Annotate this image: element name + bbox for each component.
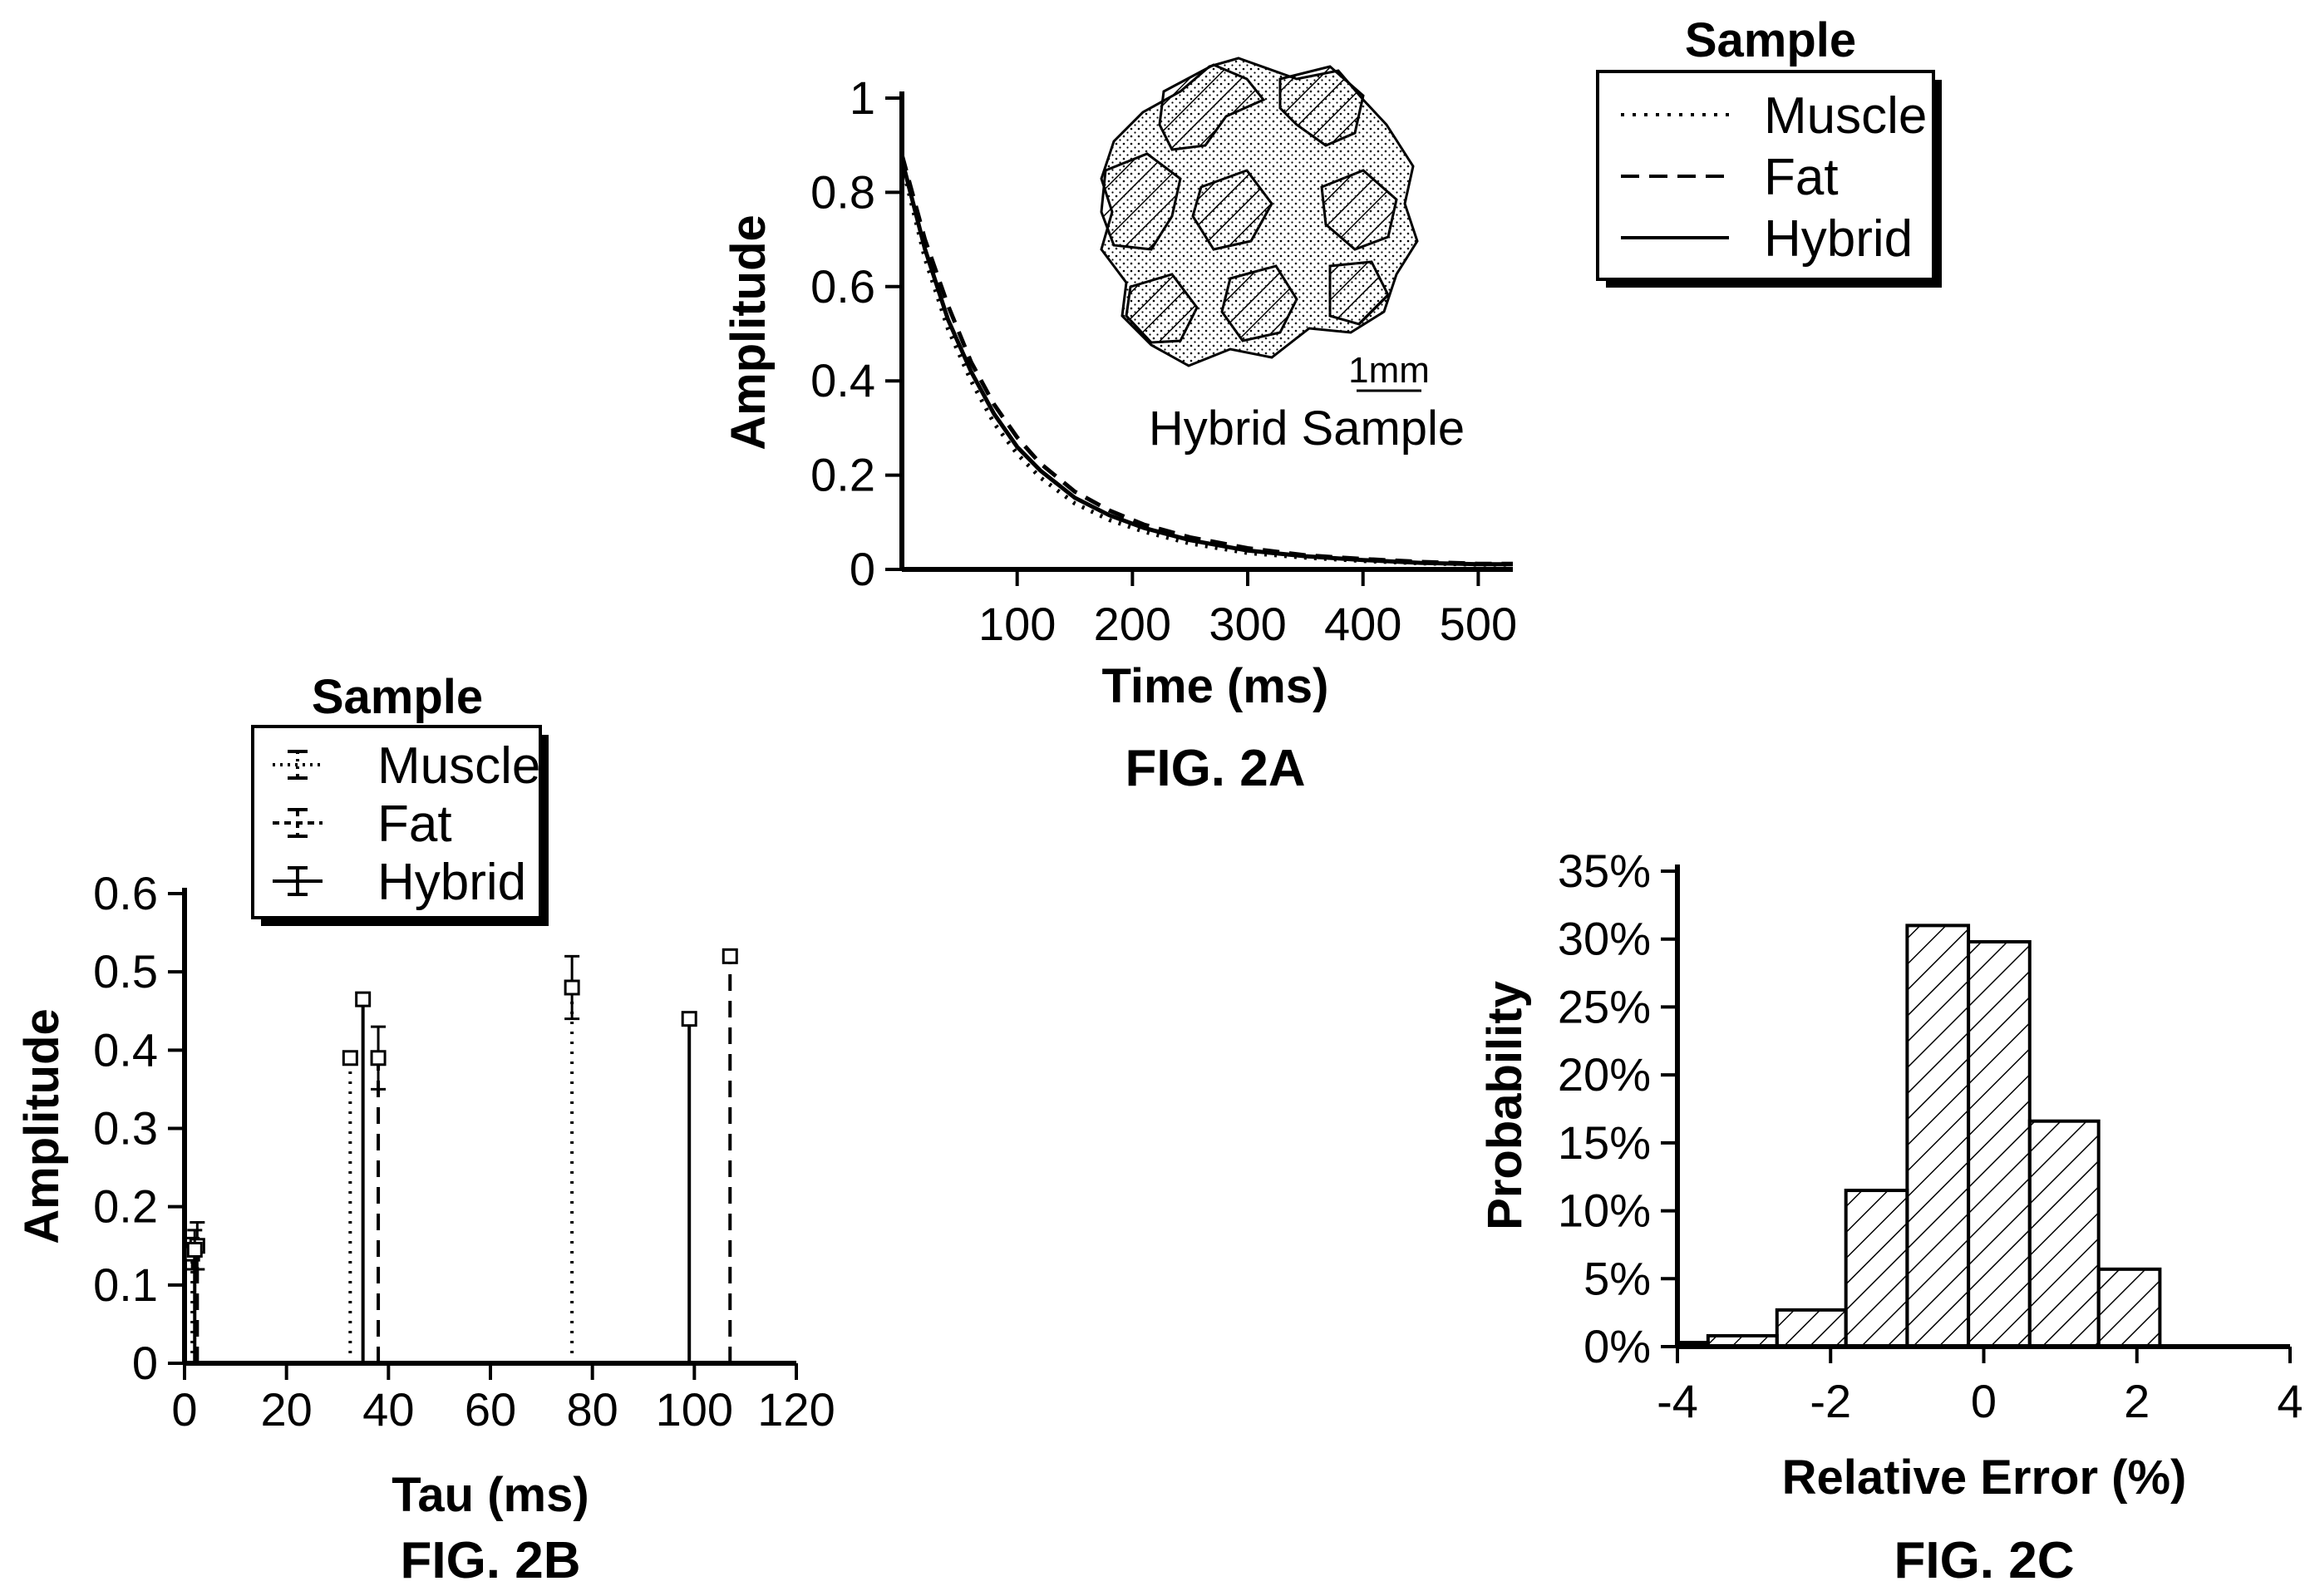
- fig-2b-x-tick-label: 60: [465, 1383, 516, 1436]
- fig-2b-x-tick-label: 0: [171, 1383, 197, 1436]
- fig-2b-y-tick-label: 0.2: [93, 1180, 158, 1233]
- inset-muscle-region-8: [1328, 260, 1390, 326]
- fig-2b-legend-label-hybrid: Hybrid: [377, 854, 526, 911]
- fig-2b-y-tick-label: 0.4: [93, 1023, 158, 1076]
- fig-2a-y-tick-label: 1: [850, 71, 875, 124]
- fig-2a-y-tick-label: 0: [850, 543, 875, 595]
- fig-2c-y-tick-label: 15%: [1558, 1116, 1651, 1169]
- fig-2c-x-tick-label: 0: [1971, 1375, 1997, 1427]
- fig-2a-y-axis-title: Amplitude: [722, 214, 776, 451]
- fig-2a-series: [899, 154, 1513, 567]
- inset-muscle-region-5: [1320, 169, 1398, 251]
- fig-2c-label: FIG. 2C: [1894, 1532, 2074, 1589]
- fig-2a-label: FIG. 2A: [1125, 740, 1305, 797]
- fig-2a-y-tick-label: 0.4: [810, 354, 875, 406]
- fig-2a-series-line-hybrid: [899, 159, 1513, 567]
- fig-2a-legend-title: Sample: [1685, 13, 1856, 67]
- fig-2a-legend-label-muscle: Muscle: [1764, 87, 1927, 145]
- fig-2b-y-tick-label: 0.5: [93, 945, 158, 998]
- fig-2b-legend-label-fat: Fat: [377, 796, 452, 853]
- fig-2c-histogram-bar: [1775, 1308, 1848, 1348]
- fig-2b-legend: Sample Muscle Fat Hybrid: [251, 670, 549, 926]
- inset-caption: Hybrid Sample: [1149, 401, 1465, 456]
- fig-2c-y-tick-label: 25%: [1558, 980, 1651, 1032]
- fig-2b-data-point-hybrid: [681, 1011, 697, 1027]
- fig-2c-y-tick-label: 10%: [1558, 1185, 1651, 1237]
- fig-2a-axes: 100 200 300 400 500 0 0.2 0.4 0.6 0.8 1: [810, 71, 1517, 650]
- fig-2a-x-tick-label: 300: [1209, 598, 1286, 650]
- hybrid-sample-illustration: 1mm Hybrid Sample: [1100, 57, 1465, 456]
- fig-2b-data-point-muscle: [342, 1050, 358, 1066]
- fig-2b-data-point-fat: [722, 948, 738, 964]
- fig-2c-y-tick-label: 20%: [1558, 1048, 1651, 1101]
- fig-2a-y-tick-label: 0.6: [810, 260, 875, 313]
- fig-2a-legend-label-hybrid: Hybrid: [1764, 210, 1913, 268]
- fig-2c-x-tick-label: 2: [2124, 1375, 2150, 1427]
- fig-2c-x-tick-label: -4: [1657, 1375, 1698, 1427]
- fig-2b-series: [184, 948, 738, 1363]
- fig-2a-x-tick-label: 200: [1094, 598, 1171, 650]
- fig-2c-axes: -4 -2 0 2 4 0% 5% 10% 15% 20% 25% 30% 35%: [1558, 845, 2303, 1427]
- fig-2b-legend-label-muscle: Muscle: [377, 737, 540, 795]
- fig-2b-y-axis-title: Amplitude: [15, 1008, 69, 1244]
- chart-fig-2c: -4 -2 0 2 4 0% 5% 10% 15% 20% 25% 30% 35% Relative E…: [1478, 845, 2303, 1589]
- fig-2c-y-tick-label: 30%: [1558, 913, 1651, 965]
- fig-2b-x-tick-label: 120: [757, 1383, 835, 1436]
- fig-2a-legend: Sample Muscle Fat Hybrid: [1596, 13, 1942, 288]
- fig-2b-data-point-fat: [370, 1050, 387, 1066]
- fig-2c-y-tick-label: 5%: [1584, 1252, 1651, 1304]
- fig-2b-x-tick-label: 40: [362, 1383, 414, 1436]
- fig-2b-y-tick-label: 0.6: [93, 867, 158, 919]
- fig-2c-histogram-bar: [1967, 939, 2032, 1349]
- fig-2b-x-tick-label: 100: [656, 1383, 733, 1436]
- fig-2c-x-axis-title: Relative Error (%): [1782, 1451, 2187, 1505]
- fig-2a-x-axis-title: Time (ms): [1102, 659, 1329, 713]
- fig-2b-y-tick-label: 0.1: [93, 1259, 158, 1311]
- fig-2b-legend-swatches: [273, 750, 323, 896]
- inset-muscle-region-4: [1191, 169, 1273, 251]
- fig-2b-x-axis-title: Tau (ms): [392, 1468, 589, 1522]
- inset-muscle-region-2: [1278, 65, 1365, 147]
- fig-2a-x-tick-label: 500: [1440, 598, 1517, 650]
- fig-2a-y-tick-label: 0.8: [810, 165, 875, 218]
- fig-2b-y-tick-label: 0.3: [93, 1102, 158, 1155]
- fig-2c-y-axis-title: Probability: [1478, 981, 1532, 1230]
- fig-2a-x-tick-label: 400: [1324, 598, 1401, 650]
- fig-2b-data-point-hybrid: [186, 1241, 203, 1258]
- inset-scale-label: 1mm: [1348, 350, 1430, 391]
- fig-2a-legend-label-fat: Fat: [1764, 149, 1839, 206]
- fig-2c-histogram-bar: [1905, 924, 1971, 1349]
- inset-muscle-region-7: [1220, 264, 1298, 342]
- fig-2b-label: FIG. 2B: [400, 1532, 580, 1589]
- inset-muscle-region-1: [1158, 63, 1266, 151]
- fig-2b-data-point-muscle: [564, 979, 580, 996]
- fig-2c-bars: [1676, 924, 2162, 1349]
- fig-2b-legend-title: Sample: [312, 670, 483, 724]
- fig-2b-axes: 0 20 40 60 80 100 120 0 0.1 0.2 0.3 0.4 0.5 0.6: [93, 867, 835, 1436]
- fig-2c-x-tick-label: -2: [1810, 1375, 1851, 1427]
- fig-2c-x-tick-label: 4: [2277, 1375, 2303, 1427]
- fig-2a-y-tick-label: 0.2: [810, 449, 875, 501]
- chart-fig-2b: 0 20 40 60 80 100 120 0 0.1 0.2 0.3 0.4 0.5 0.6 Tau (…: [15, 670, 835, 1589]
- fig-2c-y-tick-label: 35%: [1558, 845, 1651, 897]
- fig-2c-y-tick-label: 0%: [1584, 1320, 1651, 1372]
- fig-2a-x-tick-label: 100: [978, 598, 1056, 650]
- fig-2b-x-tick-label: 20: [261, 1383, 313, 1436]
- fig-2c-histogram-bar: [1844, 1189, 1909, 1348]
- fig-2c-histogram-bar: [2027, 1119, 2101, 1349]
- fig-2c-histogram-bar: [2096, 1267, 2162, 1348]
- inset-muscle-region-6: [1125, 273, 1199, 344]
- fig-2b-data-point-hybrid: [355, 991, 372, 1007]
- fig-2b-y-tick-label: 0: [132, 1337, 158, 1389]
- fig-2b-x-tick-label: 80: [567, 1383, 618, 1436]
- inset-muscle-region-3: [1100, 152, 1182, 251]
- fig-2a-series-line-muscle: [899, 163, 1513, 567]
